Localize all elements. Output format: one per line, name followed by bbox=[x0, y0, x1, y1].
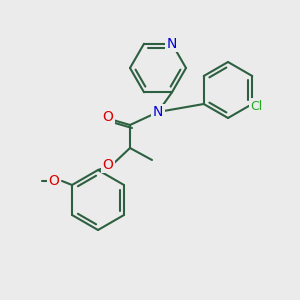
Text: N: N bbox=[153, 105, 163, 119]
Text: O: O bbox=[103, 158, 113, 172]
Text: Cl: Cl bbox=[250, 100, 262, 112]
Text: O: O bbox=[103, 110, 113, 124]
Text: O: O bbox=[49, 174, 59, 188]
Text: N: N bbox=[167, 37, 177, 51]
